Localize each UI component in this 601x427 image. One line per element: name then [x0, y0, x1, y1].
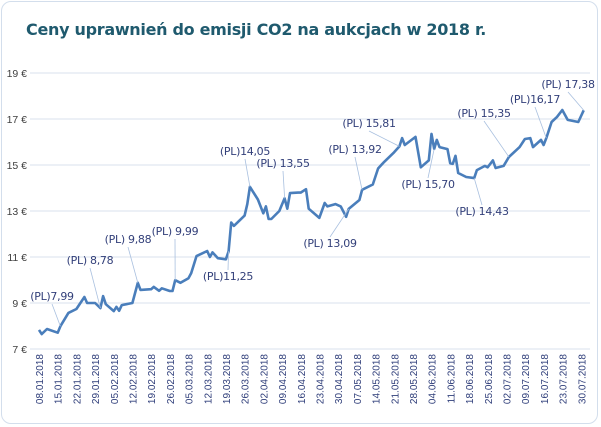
annotation-leader — [51, 303, 61, 327]
series-line — [37, 108, 585, 336]
x-tick-label: 21.05.2018 — [390, 354, 401, 404]
y-tick-label: 9 € — [12, 298, 27, 310]
x-tick-label: 16.04.2018 — [297, 354, 308, 404]
x-tick-label: 18.06.2018 — [465, 354, 476, 404]
x-tick-label: 29.01.2018 — [91, 354, 102, 404]
annotation-label: (PL)11,25 — [203, 270, 253, 283]
y-tick-label: 13 € — [7, 206, 28, 218]
x-tick-label: 05.03.2018 — [185, 354, 196, 404]
annotation-label: (PL) 9,99 — [152, 225, 199, 238]
annotation-label: (PL) 14,43 — [455, 205, 509, 218]
y-tick-label: 11 € — [7, 252, 27, 264]
annotation-label: (PL) 13,92 — [328, 143, 381, 156]
annotation-label: (PL) 13,09 — [303, 237, 357, 250]
chart-title: Ceny uprawnień do emisji CO2 na aukcjach… — [26, 20, 487, 39]
annotation-leader — [127, 246, 139, 283]
annotation-leader — [534, 106, 547, 139]
annotation-leader — [227, 251, 229, 271]
x-tick-label: 12.03.2018 — [203, 354, 214, 404]
x-tick-label: 14.05.2018 — [372, 354, 383, 404]
x-tick-label: 16.07.2018 — [540, 354, 551, 404]
y-tick-label: 15 € — [7, 160, 28, 172]
annotation-label: (PL) 15,70 — [401, 178, 455, 191]
annotation-label: (PL) 17,38 — [541, 78, 595, 91]
annotation-label: (PL)16,17 — [510, 93, 560, 106]
annotation-label: (PL) 9,88 — [105, 233, 152, 246]
x-tick-label: 09.07.2018 — [521, 354, 532, 404]
x-tick-label: 09.04.2018 — [278, 354, 289, 404]
x-tick-label: 08.01.2018 — [35, 354, 46, 404]
x-tick-label: 30.04.2018 — [334, 354, 345, 404]
annotation-leader — [244, 158, 251, 187]
x-tick-label: 23.07.2018 — [559, 354, 570, 404]
annotation-leader — [483, 120, 510, 158]
x-tick-label: 02.07.2018 — [503, 354, 514, 404]
annotation-leader — [354, 156, 363, 190]
x-tick-label: 02.04.2018 — [259, 354, 270, 404]
y-tick-label: 19 € — [7, 68, 28, 80]
x-tick-label: 23.04.2018 — [316, 354, 327, 404]
annotation-leader — [473, 177, 483, 206]
annotation-leader — [427, 148, 435, 179]
x-tick-label: 07.05.2018 — [353, 354, 364, 404]
annotation-label: (PL)14,05 — [220, 145, 270, 158]
annotation-leader — [329, 208, 350, 238]
annotation-leader — [282, 170, 286, 199]
annotation-label: (PL) 13,55 — [256, 157, 310, 170]
x-tick-label: 19.02.2018 — [147, 354, 158, 404]
x-tick-label: 26.03.2018 — [241, 354, 252, 404]
annotation-leader — [89, 267, 101, 309]
annotation-leader — [368, 130, 400, 147]
x-tick-label: 26.02.2018 — [166, 354, 177, 404]
annotation-leader — [567, 91, 584, 111]
y-tick-label: 17 € — [7, 114, 28, 126]
x-tick-label: 19.03.2018 — [222, 354, 233, 404]
annotation-label: (PL) 15,81 — [342, 117, 395, 130]
x-tick-label: 30.07.2018 — [577, 354, 588, 404]
x-tick-label: 28.05.2018 — [409, 354, 420, 404]
x-tick-label: 05.02.2018 — [110, 354, 121, 404]
x-tick-label: 04.06.2018 — [428, 354, 439, 404]
annotation-label: (PL) 15,35 — [457, 107, 511, 120]
annotation-label: (PL) 8,78 — [67, 254, 114, 267]
x-tick-label: 25.06.2018 — [484, 354, 495, 404]
annotation-label: (PL)7,99 — [30, 290, 74, 303]
x-tick-label: 11.06.2018 — [446, 354, 457, 404]
x-tick-label: 22.01.2018 — [72, 354, 83, 404]
x-tick-label: 12.02.2018 — [129, 354, 140, 404]
x-tick-label: 15.01.2018 — [54, 354, 65, 404]
y-tick-label: 7 € — [12, 344, 27, 356]
